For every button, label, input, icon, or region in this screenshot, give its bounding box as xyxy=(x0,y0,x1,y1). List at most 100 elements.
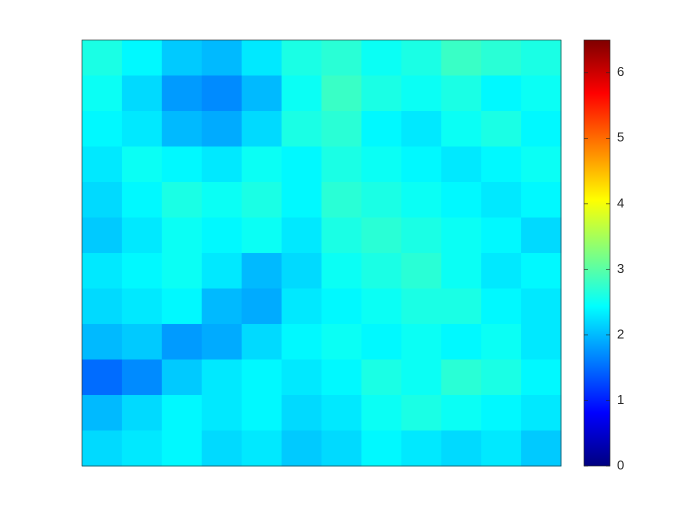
heatmap-cell xyxy=(241,75,283,112)
heatmap-cell xyxy=(361,146,402,183)
heatmap-cell xyxy=(281,430,322,467)
heatmap-cell xyxy=(161,146,203,183)
heatmap-cell xyxy=(441,430,482,467)
heatmap-cell xyxy=(521,359,562,396)
heatmap-cell xyxy=(361,430,402,467)
heatmap-cell xyxy=(361,40,402,76)
heatmap-cell xyxy=(82,146,123,183)
heatmap-cell xyxy=(521,324,562,360)
heatmap-cell xyxy=(401,324,442,360)
heatmap-cell xyxy=(481,253,522,289)
heatmap-cell xyxy=(321,182,362,218)
heatmap-cell xyxy=(521,75,562,112)
heatmap-cell xyxy=(201,359,243,396)
heatmap-cell xyxy=(241,288,283,325)
heatmap-cell xyxy=(401,40,442,76)
heatmap-cell xyxy=(441,217,482,254)
heatmap-cell xyxy=(441,395,482,431)
heatmap-cell xyxy=(82,217,123,254)
heatmap-cell xyxy=(521,146,562,183)
heatmap-cell xyxy=(321,430,362,467)
colorbar-tick-label: 1 xyxy=(617,392,624,407)
heatmap-cell xyxy=(321,75,362,112)
heatmap-cell xyxy=(521,40,562,76)
heatmap-cell xyxy=(481,288,522,325)
heatmap-cell xyxy=(82,111,123,147)
heatmap-cell xyxy=(321,395,362,431)
heatmap-cell xyxy=(441,253,482,289)
heatmap-cell xyxy=(82,324,123,360)
heatmap-cell xyxy=(361,182,402,218)
colorbar-tick-label: 3 xyxy=(617,261,624,276)
heatmap-cell xyxy=(401,359,442,396)
heatmap-cell xyxy=(161,182,203,218)
heatmap-cell xyxy=(121,395,163,431)
heatmap-cell xyxy=(481,40,522,76)
heatmap-cell xyxy=(281,324,322,360)
heatmap-cell xyxy=(281,111,322,147)
colorbar-tick-label: 2 xyxy=(617,326,624,341)
heatmap-cell xyxy=(401,146,442,183)
heatmap-cell xyxy=(201,395,243,431)
heatmap-cell xyxy=(361,253,402,289)
heatmap-cell xyxy=(161,359,203,396)
heatmap-cell xyxy=(401,395,442,431)
heatmap-cell xyxy=(321,324,362,360)
heatmap-cell xyxy=(321,288,362,325)
heatmap-cell xyxy=(281,40,322,76)
heatmap-cell xyxy=(401,182,442,218)
heatmap-cell xyxy=(361,217,402,254)
heatmap-cell xyxy=(82,182,123,218)
heatmap-cell xyxy=(521,395,562,431)
heatmap-cell xyxy=(321,253,362,289)
heatmap-cell xyxy=(481,146,522,183)
heatmap-cell xyxy=(201,217,243,254)
heatmap-cell xyxy=(481,111,522,147)
heatmap-cell xyxy=(361,359,402,396)
heatmap-cell xyxy=(361,324,402,360)
heatmap-cell xyxy=(82,288,123,325)
heatmap-cell xyxy=(321,40,362,76)
heatmap-cell xyxy=(361,111,402,147)
heatmap-cell xyxy=(321,359,362,396)
heatmap-cell xyxy=(82,395,123,431)
colorbar-tick-label: 6 xyxy=(617,64,624,79)
heatmap-cell xyxy=(361,288,402,325)
heatmap-cell xyxy=(161,217,203,254)
heatmap-cell xyxy=(82,40,123,76)
heatmap-cell xyxy=(441,182,482,218)
heatmap-cell xyxy=(321,146,362,183)
heatmap-cell xyxy=(281,75,322,112)
heatmap-cell xyxy=(361,395,402,431)
heatmap-cell xyxy=(401,253,442,289)
heatmap-cell xyxy=(441,288,482,325)
heatmap-cell xyxy=(121,182,163,218)
axes-box xyxy=(81,39,562,467)
heatmap-cell xyxy=(481,75,522,112)
colorbar xyxy=(583,39,611,467)
heatmap-cell xyxy=(161,395,203,431)
heatmap-cell xyxy=(281,217,322,254)
heatmap-cell xyxy=(521,217,562,254)
heatmap-cell xyxy=(521,288,562,325)
heatmap-cell xyxy=(82,359,123,396)
heatmap-cell xyxy=(481,359,522,396)
heatmap-cell xyxy=(201,182,243,218)
heatmap-cell xyxy=(241,217,283,254)
heatmap-cell xyxy=(121,253,163,289)
heatmap-cell xyxy=(201,146,243,183)
heatmap-cell xyxy=(241,40,283,76)
heatmap-cell xyxy=(121,111,163,147)
heatmap-cell xyxy=(161,288,203,325)
heatmap-cell xyxy=(241,430,283,467)
heatmap-cell xyxy=(441,359,482,396)
heatmap-cell xyxy=(82,253,123,289)
heatmap-cell xyxy=(281,395,322,431)
colorbar-tick-label: 0 xyxy=(617,457,624,472)
heatmap-cell xyxy=(241,359,283,396)
heatmap-cell xyxy=(401,288,442,325)
heatmap-cell xyxy=(281,253,322,289)
heatmap-cell xyxy=(161,324,203,360)
heatmap-cell xyxy=(441,146,482,183)
